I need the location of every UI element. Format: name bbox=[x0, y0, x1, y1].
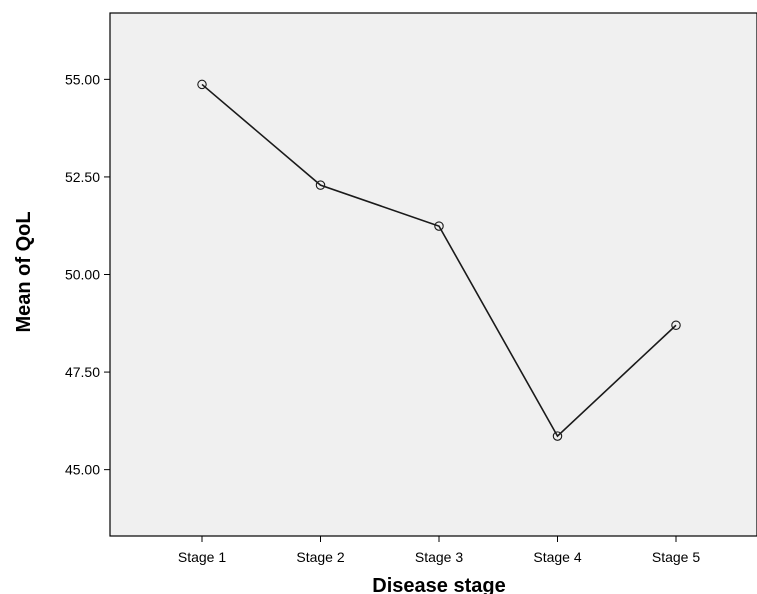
x-tick-label: Stage 2 bbox=[296, 549, 344, 565]
x-tick-label: Stage 1 bbox=[178, 549, 226, 565]
y-tick-label: 47.50 bbox=[65, 364, 100, 380]
y-tick-label: 50.00 bbox=[65, 267, 100, 283]
data-point bbox=[671, 320, 681, 330]
x-axis: Stage 1 Stage 2 Stage 3 Stage 4 Stage 5 bbox=[178, 536, 700, 565]
x-tick-label: Stage 5 bbox=[652, 549, 700, 565]
y-axis: 45.00 47.50 50.00 52.50 55.00 bbox=[65, 71, 110, 478]
data-point bbox=[434, 221, 444, 231]
data-point bbox=[315, 180, 326, 190]
y-axis-title: Mean of QoL bbox=[13, 211, 35, 332]
x-tick-label: Stage 3 bbox=[415, 549, 463, 565]
y-tick-label: 52.50 bbox=[65, 169, 100, 185]
data-point bbox=[197, 79, 207, 90]
x-tick-label: Stage 4 bbox=[533, 549, 581, 565]
y-tick-label: 45.00 bbox=[65, 462, 100, 478]
series-line bbox=[201, 83, 677, 438]
x-axis-title: Disease stage bbox=[372, 575, 505, 594]
plot-area bbox=[109, 12, 757, 537]
data-point bbox=[552, 431, 563, 441]
y-tick-label: 55.00 bbox=[65, 71, 100, 87]
series-layer bbox=[197, 79, 681, 441]
